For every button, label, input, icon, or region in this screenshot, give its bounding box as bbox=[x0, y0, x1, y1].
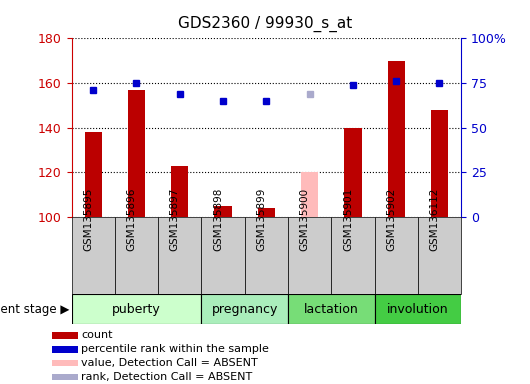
Bar bbox=[375, 217, 418, 294]
Text: GDS2360 / 99930_s_at: GDS2360 / 99930_s_at bbox=[178, 15, 352, 31]
Text: involution: involution bbox=[387, 303, 448, 316]
Text: rank, Detection Call = ABSENT: rank, Detection Call = ABSENT bbox=[82, 372, 253, 382]
Text: value, Detection Call = ABSENT: value, Detection Call = ABSENT bbox=[82, 358, 258, 368]
Bar bbox=[171, 166, 189, 217]
Text: GSM135902: GSM135902 bbox=[386, 188, 396, 251]
Text: GSM135897: GSM135897 bbox=[170, 187, 180, 251]
Text: puberty: puberty bbox=[112, 303, 161, 316]
Bar bbox=[387, 61, 405, 217]
Text: count: count bbox=[82, 330, 113, 340]
Bar bbox=[85, 132, 102, 217]
Bar bbox=[52, 332, 78, 339]
Bar bbox=[258, 208, 275, 217]
Bar bbox=[431, 110, 448, 217]
Text: GSM135895: GSM135895 bbox=[83, 187, 93, 251]
Bar bbox=[245, 217, 288, 294]
Bar bbox=[418, 217, 461, 294]
Bar bbox=[52, 374, 78, 381]
Text: GSM135900: GSM135900 bbox=[299, 188, 310, 251]
Bar bbox=[288, 217, 331, 294]
Text: GSM135898: GSM135898 bbox=[213, 187, 223, 251]
Bar bbox=[331, 217, 375, 294]
Bar bbox=[52, 346, 78, 353]
Bar bbox=[214, 206, 232, 217]
Text: percentile rank within the sample: percentile rank within the sample bbox=[82, 344, 269, 354]
Bar bbox=[375, 294, 461, 324]
Bar bbox=[301, 172, 318, 217]
Bar bbox=[128, 90, 145, 217]
Bar bbox=[158, 217, 201, 294]
Text: GSM135901: GSM135901 bbox=[343, 188, 353, 251]
Bar bbox=[72, 217, 115, 294]
Text: GSM135899: GSM135899 bbox=[257, 187, 266, 251]
Text: lactation: lactation bbox=[304, 303, 359, 316]
Bar bbox=[52, 360, 78, 366]
Bar bbox=[201, 294, 288, 324]
Bar bbox=[344, 127, 361, 217]
Text: GSM136112: GSM136112 bbox=[429, 187, 439, 251]
Text: development stage ▶: development stage ▶ bbox=[0, 303, 69, 316]
Text: GSM135896: GSM135896 bbox=[127, 187, 137, 251]
Text: pregnancy: pregnancy bbox=[211, 303, 278, 316]
Bar bbox=[288, 294, 375, 324]
Bar bbox=[115, 217, 158, 294]
Bar bbox=[201, 217, 245, 294]
Bar bbox=[72, 294, 201, 324]
